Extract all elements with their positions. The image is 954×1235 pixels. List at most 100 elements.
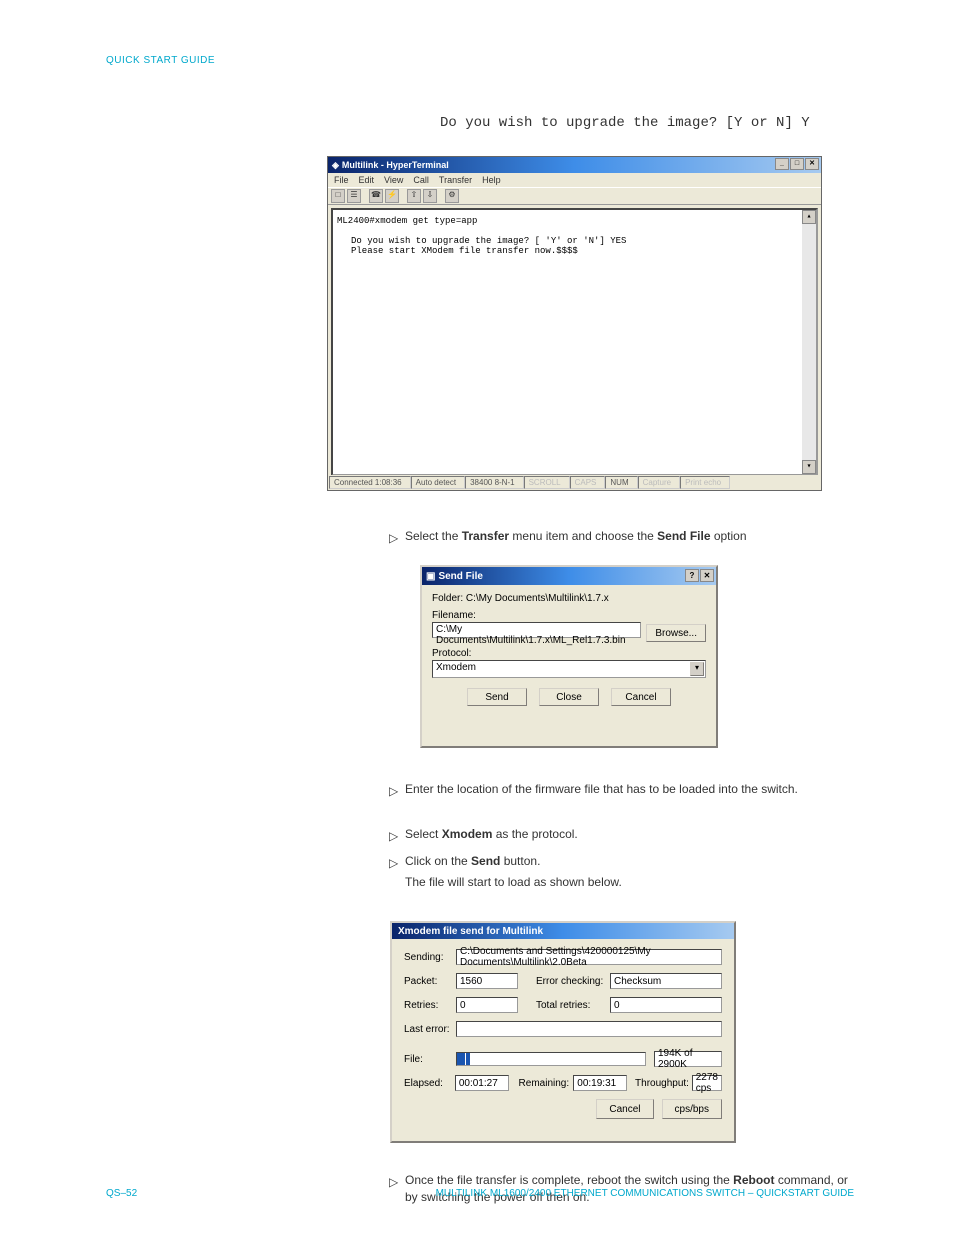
dialog-title-bar: ▣ Send File ? ✕: [422, 567, 716, 585]
remaining-label: Remaining:: [519, 1078, 574, 1089]
dialog-title: Xmodem file send for Multilink: [398, 926, 543, 937]
window-controls: _ □ ✕: [775, 158, 819, 170]
menu-view[interactable]: View: [384, 175, 403, 185]
tool-disconnect-icon[interactable]: ⚡: [385, 189, 399, 203]
minimize-button[interactable]: _: [775, 158, 789, 170]
tool-new-icon[interactable]: □: [331, 189, 345, 203]
instr-b1: Send: [471, 854, 500, 868]
totretr-label: Total retries:: [536, 1000, 610, 1011]
status-detect: Auto detect: [411, 476, 465, 489]
triangle-icon: ▷: [389, 828, 398, 845]
status-baud: 38400 8-N-1: [465, 476, 523, 489]
packet-label: Packet:: [404, 976, 456, 987]
cancel-button[interactable]: Cancel: [596, 1099, 653, 1119]
terminal-area: ML2400#xmodem get type=app Do you wish t…: [331, 208, 818, 476]
cpsbps-button[interactable]: cps/bps: [662, 1099, 722, 1119]
throughput-value: 2278 cps: [692, 1075, 722, 1091]
status-num: NUM: [605, 476, 637, 489]
instr-b1: Transfer: [462, 529, 509, 543]
packet-value: 1560: [456, 973, 518, 989]
send-file-dialog: ▣ Send File ? ✕ Folder: C:\My Documents\…: [420, 565, 718, 748]
terminal-line: Do you wish to upgrade the image? [ 'Y' …: [337, 236, 812, 246]
instr-post: button.: [500, 854, 540, 868]
lasterr-label: Last error:: [404, 1024, 456, 1035]
status-scroll: SCROLL: [524, 476, 570, 489]
send-button[interactable]: Send: [467, 688, 527, 706]
page-footer: QS–52 MULTILINK ML1600/2400 ETHERNET COM…: [106, 1188, 854, 1199]
folder-label: Folder: C:\My Documents\Multilink\1.7.x: [432, 593, 706, 604]
instr-post: as the protocol.: [492, 827, 577, 841]
footer-title: MULTILINK ML1600/2400 ETHERNET COMMUNICA…: [436, 1188, 854, 1199]
cancel-button[interactable]: Cancel: [611, 688, 671, 706]
help-button[interactable]: ?: [685, 569, 699, 582]
browse-button[interactable]: Browse...: [646, 624, 706, 642]
instr-post: option: [711, 529, 747, 543]
progress-bar: [456, 1052, 646, 1066]
menu-transfer[interactable]: Transfer: [439, 175, 472, 185]
throughput-label: Throughput:: [635, 1078, 692, 1089]
menu-call[interactable]: Call: [413, 175, 429, 185]
tool-connect-icon[interactable]: ☎: [369, 189, 383, 203]
instr-pre: Once the file transfer is complete, rebo…: [405, 1173, 733, 1187]
window-title: Multilink - HyperTerminal: [342, 160, 449, 170]
sending-label: Sending:: [404, 952, 456, 963]
dialog-buttons: Send Close Cancel: [432, 688, 706, 706]
instr-pre: Select: [405, 827, 442, 841]
protocol-select[interactable]: Xmodem ▾: [432, 660, 706, 678]
app-icon: ◈: [332, 160, 339, 171]
maximize-button[interactable]: □: [790, 158, 804, 170]
status-printecho: Print echo: [680, 476, 730, 489]
terminal-scrollbar[interactable]: ▴ ▾: [802, 210, 816, 474]
elapsed-label: Elapsed:: [404, 1078, 455, 1089]
xmodem-progress-dialog: Xmodem file send for Multilink Sending: …: [390, 921, 736, 1143]
scroll-up-icon[interactable]: ▴: [802, 210, 816, 224]
triangle-icon: ▷: [389, 783, 398, 800]
triangle-icon: ▷: [389, 530, 398, 547]
tool-open-icon[interactable]: ☰: [347, 189, 361, 203]
tool-send-icon[interactable]: ⇧: [407, 189, 421, 203]
menu-help[interactable]: Help: [482, 175, 501, 185]
hyperterminal-window: ◈ Multilink - HyperTerminal _ □ ✕ File E…: [327, 156, 822, 491]
remaining-value: 00:19:31: [573, 1075, 627, 1091]
instr-mid: menu item and choose the: [509, 529, 657, 543]
progress-fill: [457, 1053, 645, 1065]
dialog-title-bar: Xmodem file send for Multilink: [392, 923, 734, 939]
menu-bar: File Edit View Call Transfer Help: [328, 173, 821, 187]
menu-edit[interactable]: Edit: [359, 175, 375, 185]
page-header: QUICK START GUIDE: [106, 55, 215, 66]
close-button[interactable]: ✕: [700, 569, 714, 582]
menu-file[interactable]: File: [334, 175, 349, 185]
chevron-down-icon[interactable]: ▾: [690, 662, 704, 676]
status-capture: Capture: [638, 476, 680, 489]
instruction-1: ▷ Select the Transfer menu item and choo…: [405, 528, 854, 545]
status-bar: Connected 1:08:36 Auto detect 38400 8-N-…: [329, 475, 820, 489]
instruction-3: ▷ Select Xmodem as the protocol.: [405, 826, 854, 843]
instr-b1: Xmodem: [442, 827, 493, 841]
status-caps: CAPS: [570, 476, 606, 489]
scroll-down-icon[interactable]: ▾: [802, 460, 816, 474]
close-button[interactable]: ✕: [805, 158, 819, 170]
instr-b2: Send File: [657, 529, 710, 543]
toolbar: □ ☰ ☎ ⚡ ⇧ ⇩ ⚙: [328, 187, 821, 205]
file-label: File:: [404, 1054, 456, 1065]
instr-text: Enter the location of the firmware file …: [405, 782, 798, 796]
filename-input[interactable]: C:\My Documents\Multilink\1.7.x\ML_Rel1.…: [432, 622, 641, 638]
page-number: QS–52: [106, 1188, 137, 1199]
close-button[interactable]: Close: [539, 688, 599, 706]
tool-receive-icon[interactable]: ⇩: [423, 189, 437, 203]
instruction-4: ▷ Click on the Send button. The file wil…: [405, 853, 854, 891]
triangle-icon: ▷: [389, 855, 398, 872]
tool-props-icon[interactable]: ⚙: [445, 189, 459, 203]
errchk-value: Checksum: [610, 973, 722, 989]
instr-sub: The file will start to load as shown bel…: [405, 874, 854, 891]
instruction-2: ▷ Enter the location of the firmware fil…: [405, 781, 854, 798]
window-title-bar: ◈ Multilink - HyperTerminal _ □ ✕: [328, 157, 821, 173]
retries-value: 0: [456, 997, 518, 1013]
totretr-value: 0: [610, 997, 722, 1013]
sending-value: C:\Documents and Settings\420000125\My D…: [456, 949, 722, 965]
protocol-value: Xmodem: [436, 662, 476, 673]
retries-label: Retries:: [404, 1000, 456, 1011]
upgrade-prompt: Do you wish to upgrade the image? [Y or …: [440, 115, 810, 131]
terminal-line: ML2400#xmodem get type=app: [337, 216, 812, 226]
dialog-icon: ▣: [426, 571, 435, 582]
